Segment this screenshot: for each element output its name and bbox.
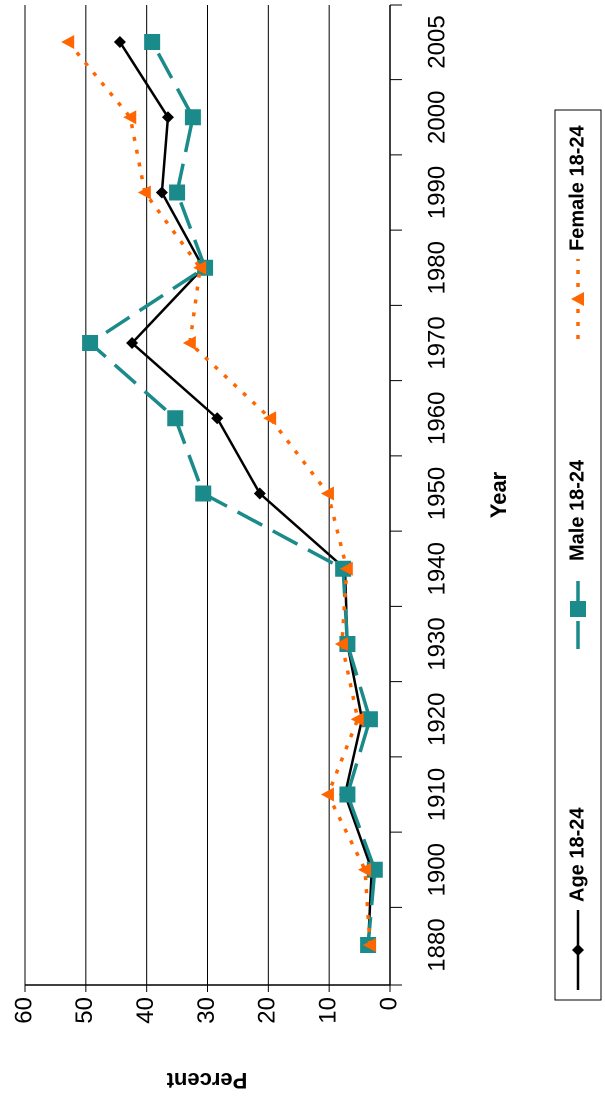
x-tick-label: 1930 — [423, 617, 450, 670]
x-axis-title: Year — [486, 471, 511, 518]
point — [572, 944, 584, 956]
point — [195, 485, 212, 502]
y-axis-title: Percent — [166, 1068, 247, 1093]
y-tick-label: 40 — [132, 997, 159, 1024]
point — [350, 712, 364, 727]
y-tick-label: 60 — [10, 997, 37, 1024]
point — [334, 637, 348, 651]
x-tick-label: 1990 — [423, 166, 450, 219]
point — [167, 410, 184, 427]
y-tick-label: 30 — [193, 997, 220, 1024]
x-tick-label: 1880 — [423, 918, 450, 971]
point — [570, 601, 586, 617]
point — [263, 411, 277, 426]
point — [182, 336, 196, 350]
point — [339, 561, 353, 576]
point — [253, 487, 266, 500]
x-tick-label: 1900 — [423, 843, 450, 896]
point — [193, 260, 207, 275]
point — [320, 787, 334, 802]
point — [137, 185, 151, 200]
point — [123, 110, 137, 125]
y-tick-label: 10 — [315, 997, 342, 1024]
point — [362, 938, 376, 952]
legend: Age 18-24 Male 18-24 Female 18-24 — [554, 109, 602, 1001]
y-tick-label: 0 — [375, 997, 402, 1010]
point — [184, 109, 201, 126]
legend-label: Age 18-24 — [566, 807, 588, 902]
x-tick-label: 1960 — [423, 392, 450, 445]
point — [211, 412, 224, 425]
y-tick-label: 20 — [254, 997, 281, 1024]
x-tick-label: 1920 — [423, 693, 450, 746]
x-tick-label: 1970 — [423, 316, 450, 369]
point — [144, 34, 161, 50]
point — [155, 186, 168, 199]
legend-label: Male 18-24 — [566, 459, 588, 561]
x-tick-label: 1940 — [423, 542, 450, 595]
point — [113, 36, 126, 48]
point — [126, 337, 139, 349]
x-tick-label: 2000 — [423, 91, 450, 144]
point — [169, 184, 186, 201]
point — [339, 786, 356, 803]
x-tick-label: 2005 — [423, 15, 450, 68]
point — [361, 711, 378, 728]
point — [82, 335, 99, 351]
legend-box — [554, 109, 602, 1001]
y-tick-label: 50 — [71, 997, 98, 1024]
x-tick-label: 1980 — [423, 241, 450, 294]
x-tick-label: 1950 — [423, 467, 450, 520]
legend-label: Female 18-24 — [566, 124, 588, 251]
point — [61, 35, 75, 49]
point — [358, 862, 372, 877]
x-tick-label: 1910 — [423, 768, 450, 821]
point — [161, 111, 174, 124]
point — [571, 292, 584, 306]
point — [320, 486, 334, 501]
